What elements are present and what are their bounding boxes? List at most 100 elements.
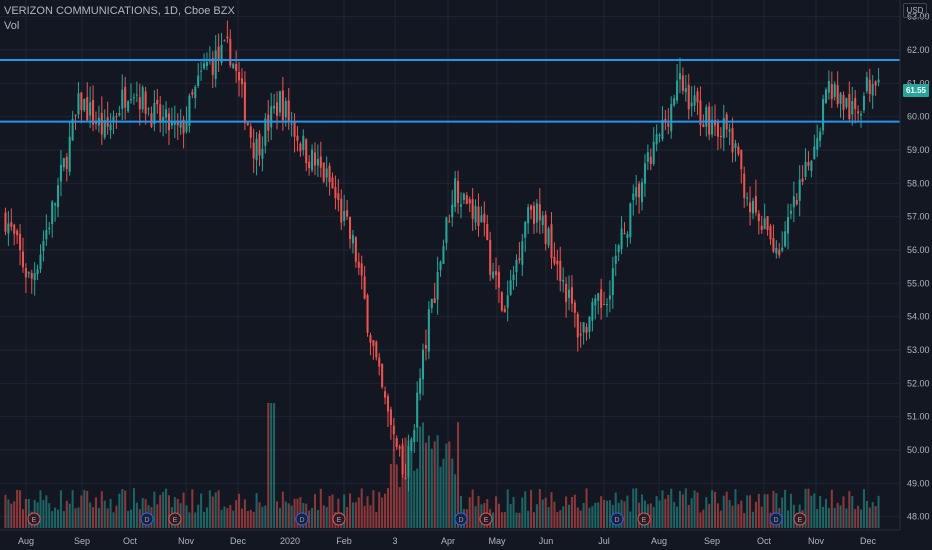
volume-bar xyxy=(594,502,597,528)
earnings-marker[interactable] xyxy=(332,512,346,526)
candle-body xyxy=(468,199,471,204)
earnings-marker[interactable] xyxy=(793,512,807,526)
candle-body xyxy=(284,100,287,118)
volume-bar xyxy=(299,497,302,528)
volume-bar xyxy=(401,443,404,528)
volume-bar xyxy=(56,509,60,528)
candle-body xyxy=(827,80,830,93)
earnings-marker[interactable] xyxy=(637,512,651,526)
earnings-marker[interactable] xyxy=(27,512,41,526)
candle-body xyxy=(386,396,390,412)
volume-bar xyxy=(275,501,279,528)
volume-bar xyxy=(515,512,518,528)
volume-bar xyxy=(521,497,524,528)
candle-body xyxy=(413,430,416,442)
volume-bar xyxy=(200,493,203,528)
volume-bar xyxy=(106,508,109,528)
volume-bar xyxy=(807,488,810,528)
volume-bar xyxy=(436,435,439,528)
candle-body xyxy=(658,135,661,137)
volume-bar xyxy=(112,512,115,528)
candle-body xyxy=(275,102,279,116)
volume-bar xyxy=(451,458,454,528)
candle-body xyxy=(433,298,436,304)
volume-bar xyxy=(708,503,711,528)
candle-body xyxy=(655,134,658,145)
dividend-marker[interactable] xyxy=(610,512,624,526)
dividend-marker[interactable] xyxy=(295,512,309,526)
volume-bar xyxy=(824,498,828,528)
y-tick-label: 62.00 xyxy=(907,45,930,55)
volume-bar xyxy=(439,466,442,528)
candle-body xyxy=(217,46,220,60)
volume-bar xyxy=(532,512,536,528)
volume-bar xyxy=(421,422,425,528)
dividend-marker[interactable] xyxy=(140,512,154,526)
volume-bar xyxy=(433,441,436,528)
candle-body xyxy=(585,327,588,334)
volume-bar xyxy=(389,463,392,528)
candle-body xyxy=(401,445,404,475)
candle-body xyxy=(603,303,606,305)
dividend-marker[interactable] xyxy=(454,512,468,526)
volume-bar xyxy=(722,495,725,528)
candle-body xyxy=(816,138,819,150)
candle-body xyxy=(562,279,565,282)
volume-bars xyxy=(4,403,880,528)
candle-body xyxy=(351,235,354,244)
currency-button[interactable]: USD xyxy=(903,3,927,18)
volume-bar xyxy=(635,488,638,528)
event-marker-label: E xyxy=(32,517,37,524)
earnings-marker[interactable] xyxy=(168,512,182,526)
candle-body xyxy=(392,425,395,435)
volume-bar xyxy=(538,489,541,528)
volume-bar xyxy=(681,494,684,528)
candle-body xyxy=(871,84,874,96)
candle-body xyxy=(465,195,468,204)
volume-bar xyxy=(530,489,533,528)
volume-bar xyxy=(319,488,322,528)
candle-body xyxy=(150,113,153,127)
volume-bar xyxy=(21,509,25,528)
volume-bar xyxy=(819,496,822,528)
volume-bar xyxy=(127,510,130,528)
volume-bar xyxy=(419,426,422,528)
candle-body xyxy=(68,136,71,172)
candle-body xyxy=(530,205,533,210)
candle-body xyxy=(839,93,842,104)
volume-bar xyxy=(711,490,714,528)
volume-bar xyxy=(179,503,182,528)
candle-body xyxy=(494,270,498,276)
volume-bar xyxy=(494,496,498,528)
candle-body xyxy=(649,156,652,165)
volume-bar xyxy=(7,499,10,528)
x-tick-label: Oct xyxy=(123,536,138,546)
y-tick-label: 63.00 xyxy=(907,12,930,22)
volume-bar xyxy=(331,494,334,528)
candle-body xyxy=(176,120,179,126)
candle-body xyxy=(127,101,130,112)
volume-bar xyxy=(585,488,588,528)
candle-body xyxy=(56,185,60,208)
candle-body xyxy=(86,97,89,121)
volume-bar xyxy=(652,507,655,528)
volume-bar xyxy=(854,509,857,528)
volume-bar xyxy=(862,489,865,528)
candle-body xyxy=(781,247,784,251)
candle-body xyxy=(290,123,293,125)
volume-bar xyxy=(719,510,722,528)
candle-body xyxy=(582,322,585,333)
earnings-marker[interactable] xyxy=(479,512,493,526)
volume-bar xyxy=(290,505,293,528)
dividend-marker[interactable] xyxy=(769,512,783,526)
y-tick-label: 49.00 xyxy=(907,478,930,488)
volume-bar xyxy=(550,492,553,528)
volume-bar xyxy=(287,503,290,528)
current-price-badge: 61.55 xyxy=(903,84,929,97)
candle-body xyxy=(798,179,801,201)
volume-bar xyxy=(115,505,118,528)
volume-bar xyxy=(839,505,842,528)
candle-body xyxy=(357,261,360,268)
